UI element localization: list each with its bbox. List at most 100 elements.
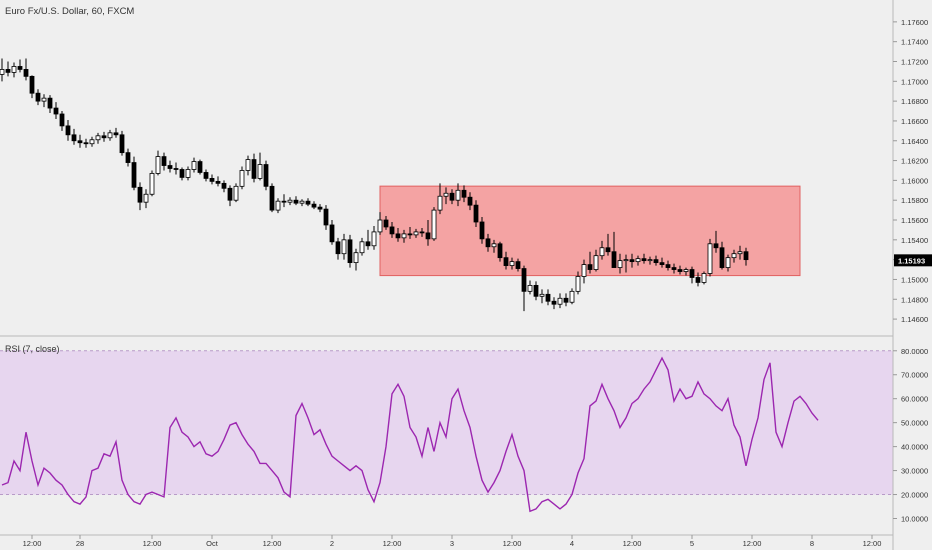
candle-body	[479, 221, 485, 240]
candle	[17, 59, 23, 73]
candle-body	[149, 173, 155, 195]
time-tick-label: 12:00	[503, 539, 522, 548]
candle	[23, 58, 29, 81]
candle	[215, 176, 221, 187]
candle-body	[551, 300, 557, 305]
price-axis[interactable]: 1.17600 1.17400 1.17200 1.17000 1.16800 1.166…	[892, 0, 932, 550]
candle-body	[377, 219, 383, 233]
candle	[671, 263, 677, 274]
candle-body	[605, 247, 611, 253]
candle	[53, 102, 59, 119]
candle	[155, 150, 161, 176]
candle-body	[689, 269, 695, 278]
candle-body	[221, 182, 227, 189]
candle	[449, 189, 455, 205]
candle-body	[533, 284, 539, 297]
candle-body	[515, 261, 521, 269]
candle-body	[263, 164, 269, 187]
time-tick-label: 5	[690, 539, 694, 548]
candle	[605, 233, 611, 256]
price-tick-label: 1.15400	[901, 236, 928, 245]
candle	[167, 160, 173, 173]
time-axis[interactable]: 12:00 28 12:00 Oct 12:00 2 12:00 3 12:00 4 12:00 5 1…	[0, 534, 893, 548]
candle	[587, 251, 593, 274]
candle-body	[635, 258, 641, 263]
candle	[641, 253, 647, 264]
time-tick-label: 12:00	[743, 539, 762, 548]
candle-body	[29, 75, 35, 94]
candle-body	[269, 185, 275, 211]
candle-body	[701, 273, 707, 283]
candle-body	[395, 233, 401, 239]
rsi-pane[interactable]	[0, 350, 893, 513]
candle-body	[467, 196, 473, 206]
candle-body	[317, 206, 323, 210]
candle-body	[557, 297, 563, 305]
candle-body	[497, 243, 503, 259]
rsi-tick-label: 50.0000	[901, 419, 928, 428]
candle-body	[173, 168, 179, 170]
candle	[83, 138, 89, 148]
candle-body	[599, 247, 605, 257]
candle	[713, 230, 719, 253]
chart-title: Euro Fx/U.S. Dollar, 60, FXCM	[5, 6, 134, 17]
candle	[701, 271, 707, 285]
rsi-tick-label: 30.0000	[901, 467, 928, 476]
candle-body	[77, 140, 83, 144]
rsi-tick-label: 70.0000	[901, 371, 928, 380]
candle	[71, 128, 77, 145]
candle-body	[83, 142, 89, 145]
price-pane[interactable]	[0, 58, 893, 337]
candle	[143, 189, 149, 209]
candle	[491, 239, 497, 253]
candle	[293, 196, 299, 206]
candle-body	[407, 233, 413, 236]
price-tick-label: 1.14600	[901, 315, 928, 324]
candle-body	[0, 69, 5, 75]
time-tick-label: 4	[570, 539, 574, 548]
candle	[257, 152, 263, 181]
candle	[599, 240, 605, 260]
candle	[683, 267, 689, 276]
candle-body	[545, 293, 551, 302]
candle	[353, 248, 359, 271]
candle-body	[389, 226, 395, 235]
candle	[269, 183, 275, 213]
candle-body	[41, 97, 47, 102]
candle-body	[245, 159, 251, 171]
candle-body	[131, 162, 137, 188]
rsi-tick-label: 60.0000	[901, 395, 928, 404]
candle-body	[107, 132, 113, 139]
candle-body	[101, 135, 107, 139]
candle	[425, 220, 431, 246]
candle-body	[257, 164, 263, 179]
time-tick-label: 12:00	[263, 539, 282, 548]
candle-body	[743, 251, 749, 261]
price-tick-label: 1.17000	[901, 77, 928, 86]
candle	[185, 166, 191, 181]
candle-body	[593, 255, 599, 270]
candle	[473, 200, 479, 227]
candle-body	[143, 193, 149, 203]
rsi-line	[1, 356, 819, 513]
candle	[263, 160, 269, 191]
price-tick-label: 1.16600	[901, 117, 928, 126]
candle	[689, 266, 695, 284]
candle	[191, 157, 197, 173]
candle-body	[539, 293, 545, 297]
candle	[203, 169, 209, 182]
candle	[707, 238, 713, 277]
candle-body	[53, 107, 59, 115]
candle	[131, 156, 137, 191]
price-tick-label: 1.16800	[901, 97, 928, 106]
price-tick-label: 1.16000	[901, 176, 928, 185]
candle-body	[155, 156, 161, 174]
rsi-axis[interactable]: 80.0000 70.0000 60.0000 50.0000 40.0000 30.00…	[893, 347, 928, 524]
candle	[179, 167, 185, 181]
candle	[719, 241, 725, 270]
candle-body	[5, 69, 11, 73]
price-tick-label: 1.15600	[901, 216, 928, 225]
rsi-band	[0, 350, 893, 495]
candle-body	[665, 264, 671, 268]
